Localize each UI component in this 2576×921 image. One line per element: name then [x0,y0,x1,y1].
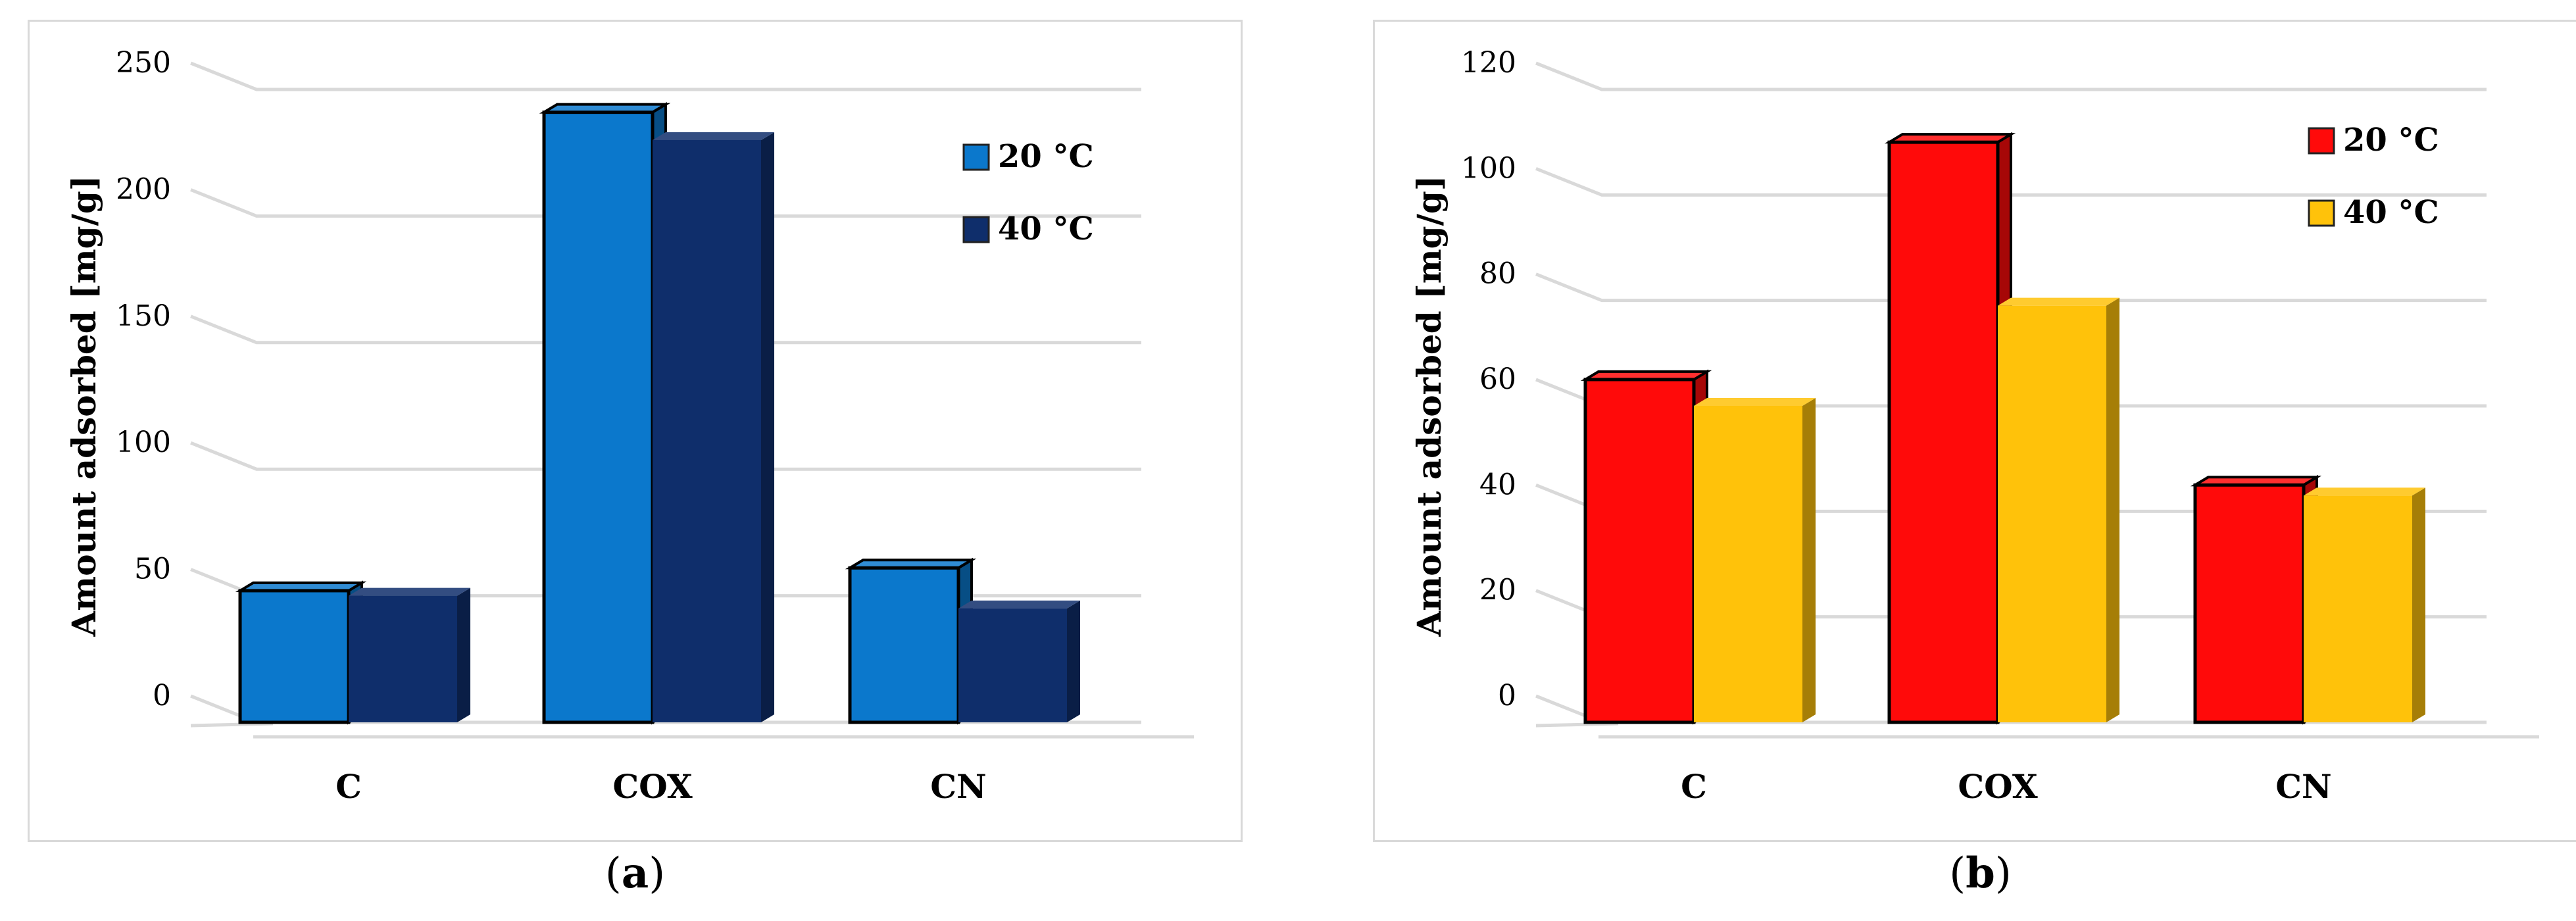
bar-a-cn-20c [845,557,977,725]
bar-top-face [1998,297,2119,306]
bar-side-face [1067,600,1080,722]
bar-front-face [238,589,351,724]
chart-b-svg: 0 20 40 60 80 100 120 Amount adsorbed [mg/g] C CO… [1410,46,2539,806]
bar-side-face [1802,398,1816,722]
bar-front-face [848,566,960,724]
bar-a-c-40c [349,587,470,722]
bar-b-c-40c [1694,398,1816,722]
bar-top-face [1694,398,1816,406]
y-tick-label: 20 [1479,574,1516,607]
caption-b-letter: b [1966,849,1995,898]
caption-b: (b) [1949,849,2012,898]
chart-panel-a: 0 50 100 150 200 250 Amount adsorbed [mg/g] C CO… [28,20,1243,842]
floor-edge [190,722,274,728]
bar-front-face [1998,305,2106,722]
gridline [190,314,1141,345]
bar-a-cox-20c [539,102,671,725]
bar-front-face [349,595,457,722]
x-tick-label: COX [1958,767,2037,806]
gridline [1535,272,2487,303]
bar-b-cox-20c [1884,132,2016,725]
legend-swatch-40c [962,216,990,243]
bar-front-face [1694,406,1802,722]
x-tick-label: CN [2275,767,2332,806]
bar-front-face [958,608,1067,722]
y-tick-label: 50 [134,553,171,586]
y-axis-label: Amount adsorbed [mg/g] [1410,175,1449,637]
chart-a-svg: 0 50 100 150 200 250 Amount adsorbed [mg/g] C CO… [64,46,1194,806]
y-tick-label: 80 [1479,257,1516,291]
y-tick-label: 40 [1479,468,1516,501]
bar-top-face [958,600,1080,609]
gridline [190,188,1141,218]
x-tick-label: C [1681,767,1707,806]
y-tick-label: 120 [1461,46,1516,80]
legend-label-40c: 40 °C [2343,194,2439,231]
gridline [1535,61,2487,91]
legend-swatch-20c [2308,127,2335,155]
bar-top-face [349,587,470,596]
legend-label-20c: 20 °C [2343,122,2439,159]
gridline [190,441,1141,471]
y-tick-label: 200 [116,172,171,206]
x-tick-label: CN [930,767,987,806]
bar-front-face [1887,140,2000,724]
legend-swatch-20c [962,143,990,171]
bar-b-cn-20c [2190,474,2322,725]
bar-b-cn-40c [2304,487,2425,722]
x-tick-label: C [335,767,362,806]
bar-front-face [2304,495,2412,722]
bar-side-face [2106,297,2119,722]
gridline [1535,167,2487,197]
legend-swatch-40c [2308,199,2335,227]
bar-b-c-20c [1580,369,1712,725]
y-tick-label: 250 [116,46,171,80]
y-tick-label: 0 [153,679,171,712]
bar-a-c-20c [235,580,367,725]
bar-side-face [457,587,470,722]
bar-a-cn-40c [958,600,1080,722]
bar-side-face [761,132,774,722]
bar-b-cox-40c [1998,297,2119,722]
bar-front-face [653,139,761,722]
bar-top-face [653,132,774,140]
y-axis-label: Amount adsorbed [mg/g] [64,175,103,637]
y-tick-label: 60 [1479,362,1516,396]
legend-label-20c: 20 °C [998,138,1094,175]
legend-label-40c: 40 °C [998,211,1094,247]
caption-a-letter: a [621,849,649,898]
y-tick-label: 100 [116,426,171,459]
caption-a: (a) [605,849,666,898]
bar-front-face [1583,378,1696,724]
bar-top-face [2304,487,2425,496]
bar-front-face [542,111,655,724]
bar-side-face [2412,487,2425,722]
chart-panel-b: 0 20 40 60 80 100 120 Amount adsorbed [mg/g] C CO… [1373,20,2576,842]
y-tick-label: 0 [1498,679,1516,712]
x-tick-label: COX [612,767,692,806]
bar-front-face [2193,483,2306,724]
gridline [190,61,1141,91]
bar-a-cox-40c [653,132,774,722]
y-tick-label: 100 [1461,151,1516,185]
y-tick-label: 150 [116,299,171,333]
